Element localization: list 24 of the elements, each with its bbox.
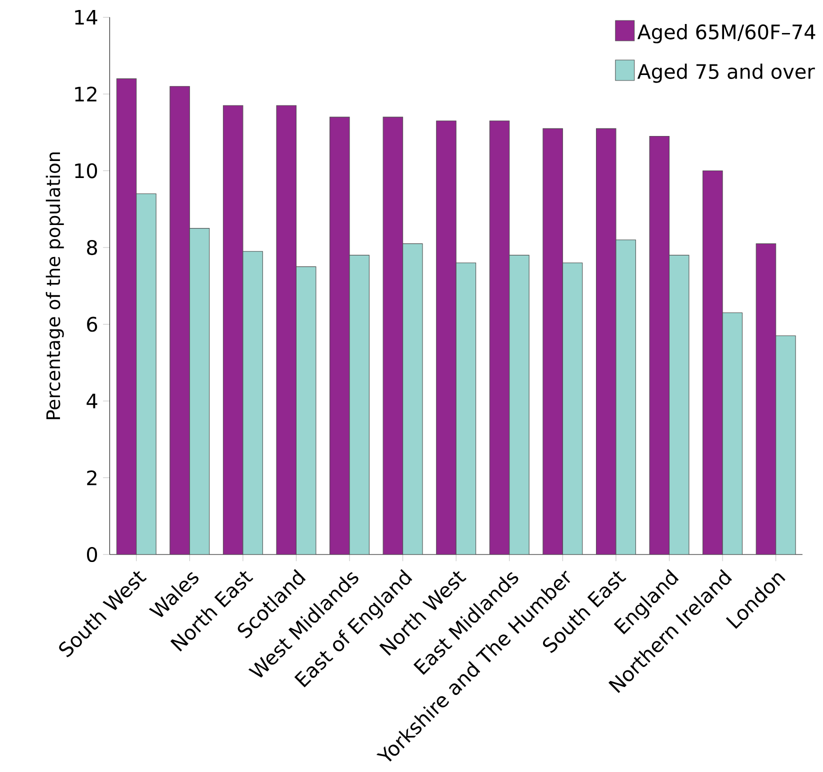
y-tick-label: 12 bbox=[75, 86, 96, 102]
y-tick-label: 2 bbox=[87, 470, 96, 486]
y-tick-label: 8 bbox=[87, 240, 97, 256]
legend-label: Aged 75 and over bbox=[637, 64, 815, 84]
legend-label: Aged 65M/60F–74 bbox=[637, 24, 816, 44]
bar bbox=[296, 266, 316, 555]
bar bbox=[242, 251, 263, 555]
y-tick-label: 6 bbox=[87, 316, 98, 332]
bar bbox=[668, 255, 690, 555]
bar bbox=[722, 312, 743, 555]
bar bbox=[616, 240, 636, 555]
bar bbox=[456, 262, 476, 555]
bar bbox=[136, 194, 156, 555]
y-tick-label: 4 bbox=[86, 394, 98, 408]
bar bbox=[562, 262, 583, 555]
y-tick-label: 0 bbox=[86, 547, 98, 562]
y-tick-label: 14 bbox=[75, 10, 98, 25]
y-axis-title: Percentage of the population bbox=[46, 152, 64, 420]
bar bbox=[189, 228, 210, 555]
bar bbox=[776, 336, 796, 555]
bar bbox=[509, 255, 530, 555]
bar bbox=[349, 255, 370, 555]
y-tick-label: 10 bbox=[75, 163, 98, 179]
bar bbox=[402, 244, 423, 555]
